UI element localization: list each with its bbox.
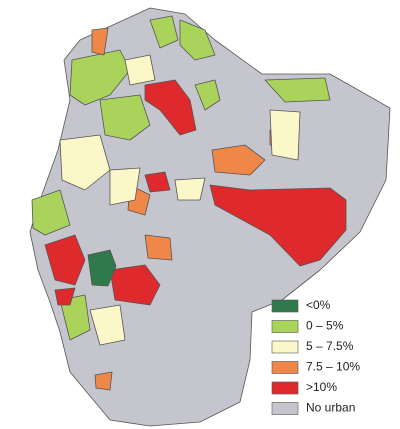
region — [59, 134, 111, 191]
region — [144, 79, 197, 136]
region — [109, 167, 141, 206]
legend-swatch — [271, 381, 299, 395]
legend-label: 0 – 5% — [306, 319, 344, 333]
region — [174, 177, 206, 201]
region — [264, 77, 331, 103]
region — [211, 144, 266, 176]
legend-label: No urban — [306, 401, 355, 415]
regions — [29, 7, 391, 427]
legend-swatch — [271, 402, 299, 415]
region — [194, 79, 221, 111]
legend-label: >10% — [306, 380, 337, 394]
region — [31, 189, 71, 236]
legend-swatch — [271, 340, 299, 354]
legend-swatch — [271, 299, 299, 313]
legend-label: 5 – 7.5% — [306, 339, 354, 353]
legend-swatch — [271, 361, 299, 374]
region — [144, 171, 171, 193]
region — [124, 54, 156, 86]
region — [87, 249, 117, 287]
region — [59, 294, 91, 341]
region — [149, 15, 179, 49]
legend-label: 7.5 – 10% — [306, 360, 360, 374]
region — [89, 304, 126, 346]
region — [144, 234, 173, 261]
region — [209, 184, 347, 267]
legend: <0% 0 – 5% 5 – 7.5% 7.5 – 10% >10% No urban — [271, 298, 360, 415]
region — [94, 371, 113, 391]
legend-label: <0% — [306, 298, 331, 312]
region — [99, 94, 151, 141]
region — [91, 27, 109, 56]
region — [69, 49, 131, 106]
region — [269, 109, 301, 161]
region — [54, 287, 76, 306]
region — [179, 19, 216, 61]
legend-swatch — [271, 320, 299, 333]
region — [44, 234, 86, 286]
region — [109, 264, 161, 306]
